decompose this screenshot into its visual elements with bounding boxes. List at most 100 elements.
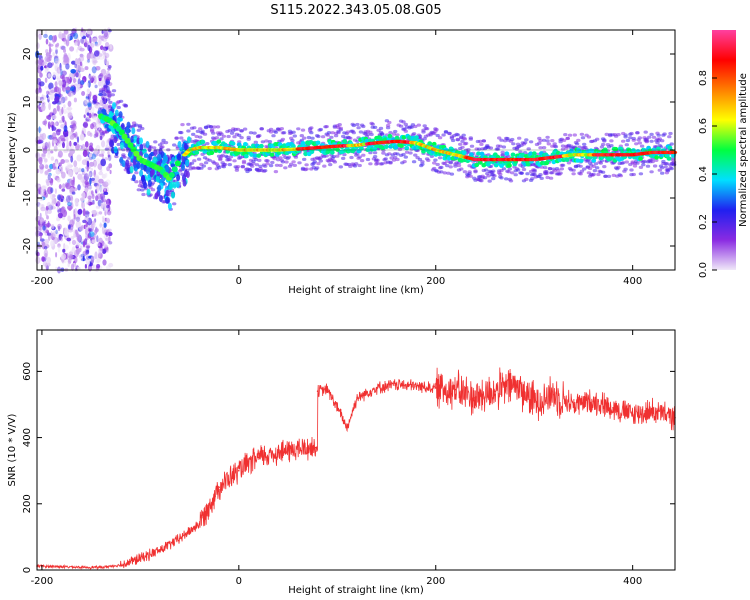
noise-speckle [67,112,73,119]
ridge-halo [558,140,563,144]
noise-speckle [105,232,108,236]
noise-speckle [73,97,77,103]
noise-speckle [52,101,57,105]
noise-speckle [96,235,99,243]
noise-speckle [38,135,43,140]
ridge-scatter [129,166,134,174]
ridge-halo [561,138,567,142]
noise-speckle [63,56,69,65]
ridge-halo [602,139,607,143]
y-tick-label: 600 [22,362,33,381]
noise-speckle [81,144,86,151]
ridge-halo [221,134,227,138]
ridge-halo [229,131,235,135]
ridge-halo [462,170,468,174]
ridge-body [401,135,407,140]
ridge-halo [498,172,503,176]
noise-speckle [90,167,93,171]
ridge-halo [479,142,484,146]
ridge-halo [420,160,425,164]
noise-speckle [38,190,41,194]
noise-speckle [104,157,109,161]
noise-speckle [61,70,67,76]
ridge-halo [141,192,146,197]
ridge-halo [563,133,568,137]
noise-speckle [70,130,73,137]
noise-speckle [88,112,92,119]
noise-speckle [44,170,49,176]
ridge-halo [560,144,566,148]
ridge-halo [538,173,543,177]
ridge-halo [638,165,644,169]
noise-speckle [37,158,43,162]
x-tick-label: 400 [623,576,642,587]
ridge-halo [114,154,119,159]
top-y-axis-label: Frequency (Hz) [7,112,18,188]
ridge-halo [504,177,509,181]
noise-speckle [49,120,53,126]
ridge-halo [372,155,378,159]
snr-panel: -200 0 200 400 0 200 400 600 Height of straigh… [7,329,676,596]
ridge-halo [388,131,393,135]
snr-point [346,426,348,429]
ridge-halo [198,135,203,139]
noise-speckle [54,60,60,64]
ridge-halo [286,155,292,159]
ridge-halo [348,164,353,168]
noise-speckle [70,155,74,163]
ridge-body [476,151,481,156]
noise-speckle [103,186,107,192]
snr-point [100,566,102,569]
noise-speckle [89,36,92,44]
noise-speckle [63,125,68,133]
noise-speckle [47,141,51,150]
noise-speckle [47,209,52,214]
noise-speckle [82,121,89,129]
noise-speckle [108,29,112,33]
noise-speckle [44,68,49,74]
ridge-halo [102,92,107,97]
noise-speckle [64,132,69,138]
ridge-halo [393,129,398,134]
ridge-halo [121,153,126,157]
snr-point [572,403,575,406]
ridge-halo [667,135,672,139]
ridge-halo [621,161,626,165]
noise-speckle [62,109,68,114]
ridge-halo [424,127,430,131]
noise-speckle [44,246,48,250]
noise-speckle [45,205,49,211]
ridge-body [638,156,643,161]
ridge-halo [449,172,455,176]
ridge-halo [467,170,472,174]
noise-speckle [41,98,44,103]
noise-speckle [63,149,69,153]
ridge-halo [237,133,242,137]
ridge-halo [372,125,378,129]
ridge-halo [239,129,244,133]
noise-speckle [53,145,58,152]
ridge-halo [357,163,362,168]
ridge-halo [417,157,423,162]
ridge-halo [547,167,553,171]
ridge-halo [663,165,668,169]
noise-speckle [70,179,75,185]
ridge-scatter [120,142,124,150]
ridge-halo [595,166,600,170]
noise-speckle [57,223,62,230]
ridge-scatter [112,102,116,110]
ridge-halo [202,132,208,136]
ridge-body [427,141,433,146]
ridge-halo [304,167,309,171]
noise-speckle [54,188,58,194]
ridge-halo [214,136,219,140]
ridge-halo [639,144,645,148]
noise-speckle [93,71,96,79]
noise-speckle [98,35,102,39]
noise-speckle [90,77,95,82]
y-tick-label: 400 [22,428,33,447]
ridge-halo [302,157,307,161]
ridge-halo [116,105,121,110]
ridge-halo [460,145,465,149]
ridge-halo [532,172,537,177]
